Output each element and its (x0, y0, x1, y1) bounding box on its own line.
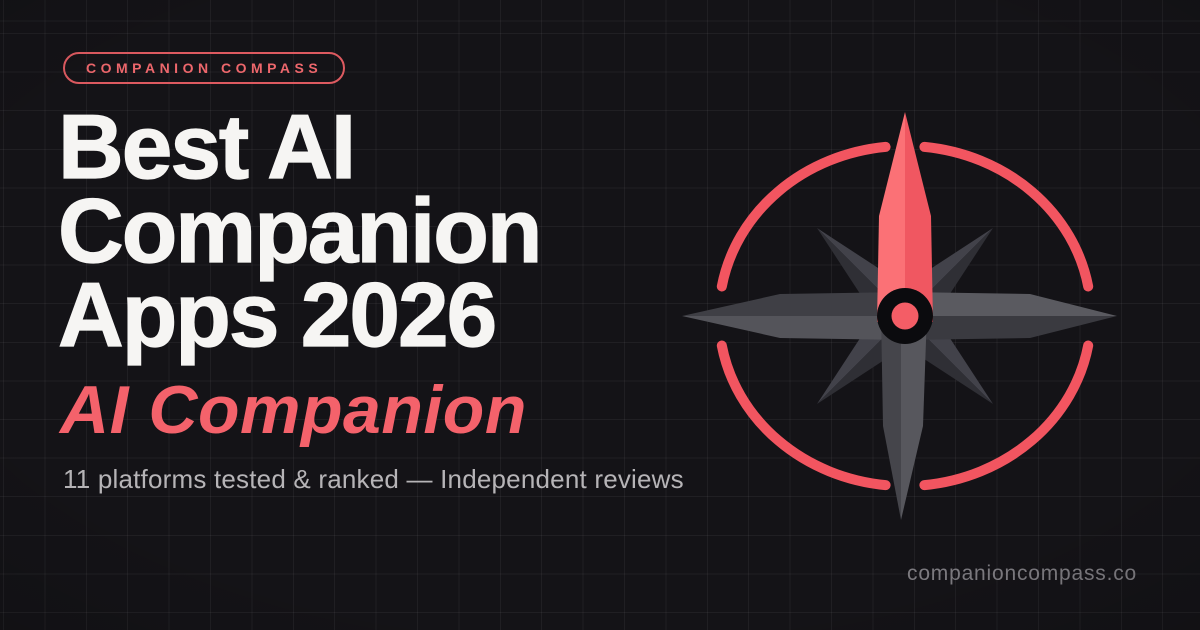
title-line-1: Best AI (57, 97, 356, 198)
needle-left (877, 112, 905, 322)
point-east-top (905, 292, 1117, 316)
site-domain: companioncompass.co (907, 562, 1137, 585)
compass-ring (716, 141, 1094, 491)
point-south-left (881, 312, 901, 520)
needle-right (905, 112, 933, 322)
compass-cardinal-points (682, 292, 1117, 520)
compass-rose-icon (682, 112, 1117, 520)
ring-arc-ne (919, 141, 1094, 292)
ring-arc-sw (716, 340, 891, 491)
title-line-3: Apps 2026 (57, 265, 497, 366)
point-east-bottom (905, 316, 1117, 340)
brand-badge: COMPANION COMPASS (63, 52, 346, 84)
compass-north-needle (877, 112, 933, 322)
title-line-2: Companion (57, 181, 543, 282)
subtitle-keyword: AI Companion (60, 372, 527, 448)
hub-dot (891, 302, 919, 330)
tagline-text: 11 platforms tested & ranked — Independe… (63, 464, 684, 494)
ring-arc-se (919, 340, 1094, 491)
page-title: Best AI Companion Apps 2026 (57, 97, 543, 366)
point-west-top (682, 292, 905, 316)
point-south-right (901, 312, 927, 520)
point-west-bottom (682, 316, 905, 340)
ring-arc-nw (716, 141, 891, 292)
